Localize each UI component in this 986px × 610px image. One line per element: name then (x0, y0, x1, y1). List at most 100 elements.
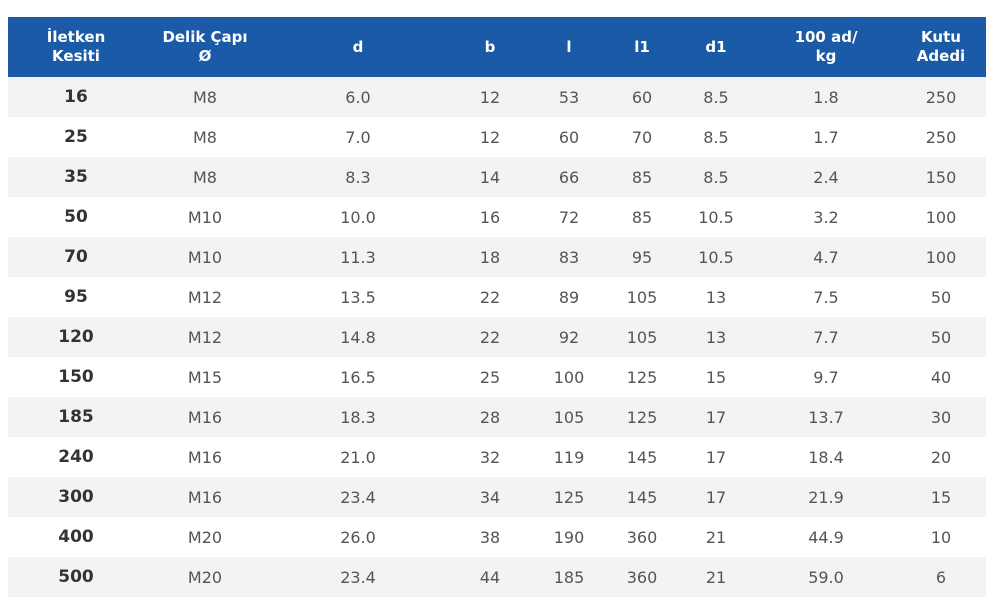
cell-kutu-adedi: 150 (896, 157, 986, 197)
cell-b: 14 (450, 157, 530, 197)
cell-d: 6.0 (266, 77, 450, 117)
header-label: kg (815, 47, 837, 65)
cell-100-ad-kg: 2.4 (756, 157, 896, 197)
cell-d1: 13 (676, 317, 756, 357)
cell-iletken-kesiti: 25 (8, 117, 144, 157)
table-row: 35 M8 8.3 14 66 85 8.5 2.4 150 (8, 157, 986, 197)
cell-d: 10.0 (266, 197, 450, 237)
cell-delik-capi: M8 (144, 77, 266, 117)
cell-d1: 10.5 (676, 237, 756, 277)
cell-kutu-adedi: 100 (896, 237, 986, 277)
cell-100-ad-kg: 3.2 (756, 197, 896, 237)
cell-d: 13.5 (266, 277, 450, 317)
header-l: l (530, 17, 608, 77)
cell-100-ad-kg: 9.7 (756, 357, 896, 397)
cell-b: 28 (450, 397, 530, 437)
cell-d: 8.3 (266, 157, 450, 197)
cell-iletken-kesiti: 185 (8, 397, 144, 437)
header-label: 100 ad/ (794, 28, 858, 46)
cell-l: 72 (530, 197, 608, 237)
cell-d1: 13 (676, 277, 756, 317)
cell-iletken-kesiti: 16 (8, 77, 144, 117)
cell-b: 32 (450, 437, 530, 477)
cell-kutu-adedi: 50 (896, 317, 986, 357)
cell-d: 11.3 (266, 237, 450, 277)
cell-b: 38 (450, 517, 530, 557)
cell-d1: 8.5 (676, 77, 756, 117)
cell-d: 16.5 (266, 357, 450, 397)
cell-d1: 21 (676, 517, 756, 557)
cell-kutu-adedi: 6 (896, 557, 986, 597)
cell-d1: 10.5 (676, 197, 756, 237)
header-label: Delik Çapı (162, 28, 248, 46)
cell-d: 23.4 (266, 477, 450, 517)
cell-l: 53 (530, 77, 608, 117)
table-row: 50 M10 10.0 16 72 85 10.5 3.2 100 (8, 197, 986, 237)
header-delik-capi: Delik Çapı Ø (144, 17, 266, 77)
header-label: Kesiti (52, 47, 100, 65)
cell-l: 92 (530, 317, 608, 357)
cell-kutu-adedi: 10 (896, 517, 986, 557)
header-d: d (266, 17, 450, 77)
cell-delik-capi: M16 (144, 397, 266, 437)
cell-l: 60 (530, 117, 608, 157)
header-label: d1 (705, 37, 727, 56)
cell-100-ad-kg: 1.8 (756, 77, 896, 117)
header-d1: d1 (676, 17, 756, 77)
cell-l1: 70 (608, 117, 676, 157)
table-body: 16 M8 6.0 12 53 60 8.5 1.8 250 25 M8 7.0 12 60 70 8.5 1.… (8, 77, 986, 597)
table-row: 95 M12 13.5 22 89 105 13 7.5 50 (8, 277, 986, 317)
cell-b: 44 (450, 557, 530, 597)
cell-kutu-adedi: 250 (896, 117, 986, 157)
cell-l: 119 (530, 437, 608, 477)
cell-l1: 85 (608, 197, 676, 237)
header-label: l (566, 37, 572, 56)
cell-b: 34 (450, 477, 530, 517)
cell-kutu-adedi: 100 (896, 197, 986, 237)
cell-delik-capi: M10 (144, 197, 266, 237)
cell-d1: 8.5 (676, 157, 756, 197)
table-row: 16 M8 6.0 12 53 60 8.5 1.8 250 (8, 77, 986, 117)
cell-l: 83 (530, 237, 608, 277)
cell-iletken-kesiti: 240 (8, 437, 144, 477)
cell-d: 18.3 (266, 397, 450, 437)
cell-delik-capi: M20 (144, 517, 266, 557)
header-label: Ø (198, 47, 212, 65)
cell-delik-capi: M16 (144, 437, 266, 477)
cell-l: 66 (530, 157, 608, 197)
cell-kutu-adedi: 40 (896, 357, 986, 397)
table-row: 185 M16 18.3 28 105 125 17 13.7 30 (8, 397, 986, 437)
table-row: 70 M10 11.3 18 83 95 10.5 4.7 100 (8, 237, 986, 277)
header-label: d (352, 37, 364, 56)
cell-l: 185 (530, 557, 608, 597)
cell-100-ad-kg: 7.7 (756, 317, 896, 357)
cell-iletken-kesiti: 300 (8, 477, 144, 517)
cell-b: 22 (450, 317, 530, 357)
cell-d1: 15 (676, 357, 756, 397)
cell-l1: 105 (608, 317, 676, 357)
header-iletken-kesiti: İletken Kesiti (8, 17, 144, 77)
cell-b: 18 (450, 237, 530, 277)
cell-delik-capi: M10 (144, 237, 266, 277)
cell-d1: 8.5 (676, 117, 756, 157)
cell-100-ad-kg: 13.7 (756, 397, 896, 437)
cell-l1: 125 (608, 397, 676, 437)
table-row: 25 M8 7.0 12 60 70 8.5 1.7 250 (8, 117, 986, 157)
header-b: b (450, 17, 530, 77)
cell-delik-capi: M16 (144, 477, 266, 517)
header-100-ad-kg: 100 ad/kg (756, 17, 896, 77)
cell-l1: 60 (608, 77, 676, 117)
cell-delik-capi: M8 (144, 117, 266, 157)
cell-l1: 145 (608, 477, 676, 517)
cell-kutu-adedi: 20 (896, 437, 986, 477)
cell-d: 14.8 (266, 317, 450, 357)
table-row: 240 M16 21.0 32 119 145 17 18.4 20 (8, 437, 986, 477)
cell-kutu-adedi: 15 (896, 477, 986, 517)
cell-l: 190 (530, 517, 608, 557)
cell-d: 26.0 (266, 517, 450, 557)
cell-100-ad-kg: 21.9 (756, 477, 896, 517)
table-row: 150 M15 16.5 25 100 125 15 9.7 40 (8, 357, 986, 397)
table-row: 300 M16 23.4 34 125 145 17 21.9 15 (8, 477, 986, 517)
